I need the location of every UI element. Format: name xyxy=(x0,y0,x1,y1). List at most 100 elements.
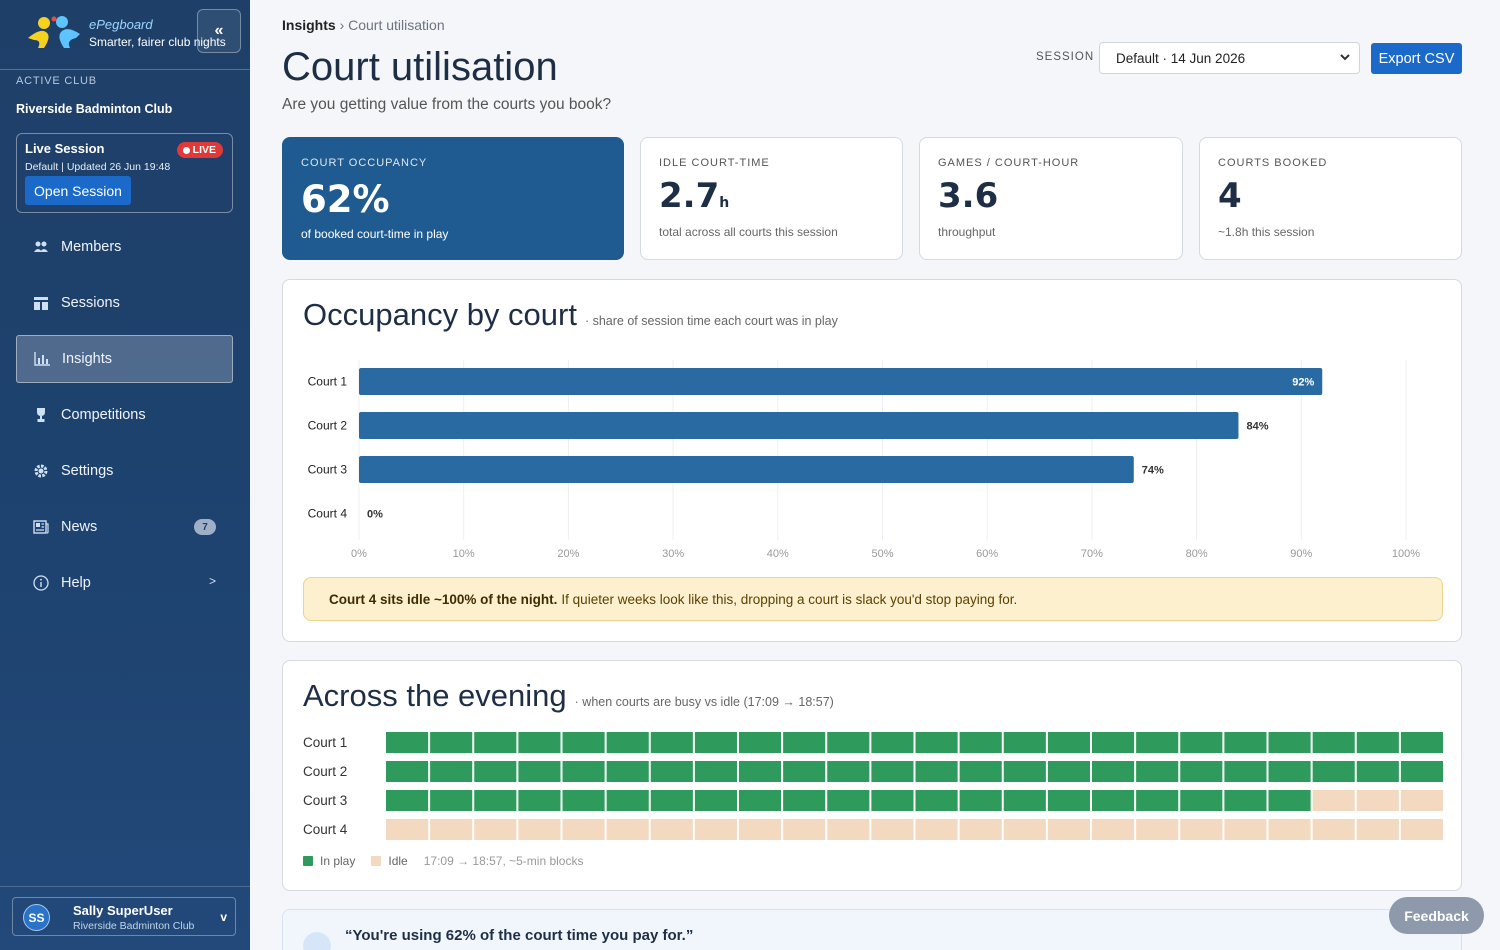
timeline-block-idle xyxy=(694,819,737,840)
sidebar-item-insights[interactable]: Insights xyxy=(16,335,233,383)
timeline-block-idle xyxy=(518,819,561,840)
sidebar-item-help[interactable]: Help > xyxy=(16,559,233,607)
bar xyxy=(359,456,1134,483)
timeline-court-label: Court 4 xyxy=(303,822,348,837)
evening-title: Across the evening · when courts are busy… xyxy=(303,678,834,714)
collapse-sidebar-button[interactable]: « xyxy=(197,9,241,53)
timeline-block-idle xyxy=(1312,790,1355,811)
timeline-block-in-play xyxy=(1092,790,1135,811)
timeline-block-in-play xyxy=(606,732,649,753)
bar-value-label: 74% xyxy=(1142,465,1164,477)
divider xyxy=(0,886,250,887)
breadcrumb-separator: › xyxy=(339,17,345,33)
page-title: Court utilisation xyxy=(282,45,558,89)
timeline-block-idle xyxy=(606,819,649,840)
kpi-label: IDLE COURT-TIME xyxy=(659,157,770,169)
timeline-block-in-play xyxy=(871,790,914,811)
timeline-block-in-play xyxy=(1136,761,1179,782)
x-tick-label: 10% xyxy=(453,548,475,560)
timeline-block-in-play xyxy=(518,732,561,753)
kpi-games-per-court-hour: GAMES / COURT-HOUR 3.6 throughput xyxy=(919,137,1183,260)
export-csv-button[interactable]: Export CSV xyxy=(1371,43,1462,74)
timeline-block-in-play xyxy=(739,761,782,782)
evening-subtitle: · when courts are busy vs idle (17:09 → … xyxy=(574,695,834,709)
timeline-block-in-play xyxy=(1047,732,1090,753)
timeline-block-in-play xyxy=(1136,790,1179,811)
timeline-block-in-play xyxy=(915,790,958,811)
x-tick-label: 70% xyxy=(1081,548,1103,560)
logo-icon xyxy=(28,16,80,48)
timeline-block-idle xyxy=(827,819,870,840)
bar xyxy=(359,412,1239,439)
timeline-block-in-play xyxy=(959,732,1002,753)
chevron-down-icon xyxy=(1340,54,1350,61)
timeline-block-in-play xyxy=(783,761,826,782)
x-tick-label: 80% xyxy=(1186,548,1208,560)
category-label: Court 3 xyxy=(308,463,348,477)
timeline-block-in-play xyxy=(1224,790,1267,811)
sidebar-item-members[interactable]: Members xyxy=(16,223,233,271)
kpi-label: COURTS BOOKED xyxy=(1218,157,1328,169)
x-tick-label: 50% xyxy=(871,548,893,560)
timeline-block-in-play xyxy=(650,732,693,753)
kpi-note: ~1.8h this session xyxy=(1218,225,1315,239)
timeline-block-idle xyxy=(915,819,958,840)
timeline-block-in-play xyxy=(606,790,649,811)
sidebar-item-news[interactable]: News 7 xyxy=(16,503,233,551)
timeline-block-in-play xyxy=(474,790,517,811)
timeline-block-in-play xyxy=(694,790,737,811)
trophy-icon xyxy=(33,407,49,423)
session-select[interactable]: Default · 14 Jun 2026 xyxy=(1099,42,1360,74)
timeline-block-in-play xyxy=(386,732,429,753)
user-menu[interactable]: SS Sally SuperUser Riverside Badminton C… xyxy=(12,897,236,936)
timeline-block-in-play xyxy=(430,790,473,811)
brand-tagline: Smarter, fairer club nights xyxy=(89,35,226,49)
timeline-block-in-play xyxy=(386,761,429,782)
active-club-name: Riverside Badminton Club xyxy=(16,102,173,116)
sidebar-item-settings[interactable]: Settings xyxy=(16,447,233,495)
timeline-block-idle xyxy=(1356,790,1399,811)
sidebar-item-sessions[interactable]: Sessions xyxy=(16,279,233,327)
feedback-button[interactable]: Feedback xyxy=(1389,897,1484,934)
members-icon xyxy=(33,239,49,255)
sidebar-item-label: Sessions xyxy=(61,295,120,311)
x-tick-label: 90% xyxy=(1290,548,1312,560)
session-select-value: Default · 14 Jun 2026 xyxy=(1116,50,1246,66)
kpi-label: GAMES / COURT-HOUR xyxy=(938,157,1080,169)
timeline-block-in-play xyxy=(1092,761,1135,782)
timeline-block-in-play xyxy=(1003,732,1046,753)
avatar: SS xyxy=(23,904,50,931)
news-icon xyxy=(33,519,49,535)
timeline-block-in-play xyxy=(562,761,605,782)
timeline-block-in-play xyxy=(1003,761,1046,782)
x-tick-label: 100% xyxy=(1392,548,1420,560)
legend-in-play-label: In play xyxy=(320,854,356,868)
legend-idle-label: Idle xyxy=(388,854,408,868)
kpi-label: COURT OCCUPANCY xyxy=(301,157,428,169)
timeline-block-in-play xyxy=(1400,761,1443,782)
sidebar-item-label: Insights xyxy=(62,351,112,367)
timeline-block-in-play xyxy=(1180,761,1223,782)
breadcrumb-root[interactable]: Insights xyxy=(282,17,336,33)
callout-bold: Court 4 sits idle ~100% of the night. xyxy=(329,591,558,607)
timeline-block-in-play xyxy=(562,790,605,811)
help-chevron-icon: > xyxy=(208,574,216,588)
sessions-icon xyxy=(33,295,49,311)
timeline-block-in-play xyxy=(827,732,870,753)
live-badge: LIVE xyxy=(176,142,223,158)
timeline-block-idle xyxy=(474,819,517,840)
occupancy-subtitle: · share of session time each court was i… xyxy=(584,314,838,328)
timeline-block-idle xyxy=(562,819,605,840)
legend-idle-swatch xyxy=(371,856,382,866)
breadcrumb-current: Court utilisation xyxy=(348,17,445,33)
occupancy-title: Occupancy by court · share of session tim… xyxy=(303,297,838,333)
timeline-block-in-play xyxy=(1356,761,1399,782)
timeline-block-in-play xyxy=(430,732,473,753)
timeline-block-in-play xyxy=(386,790,429,811)
timeline-block-in-play xyxy=(1224,761,1267,782)
timeline-block-in-play xyxy=(871,761,914,782)
sidebar-item-competitions[interactable]: Competitions xyxy=(16,391,233,439)
timeline-block-idle xyxy=(1180,819,1223,840)
open-session-button[interactable]: Open Session xyxy=(25,176,131,205)
timeline-block-idle xyxy=(739,819,782,840)
